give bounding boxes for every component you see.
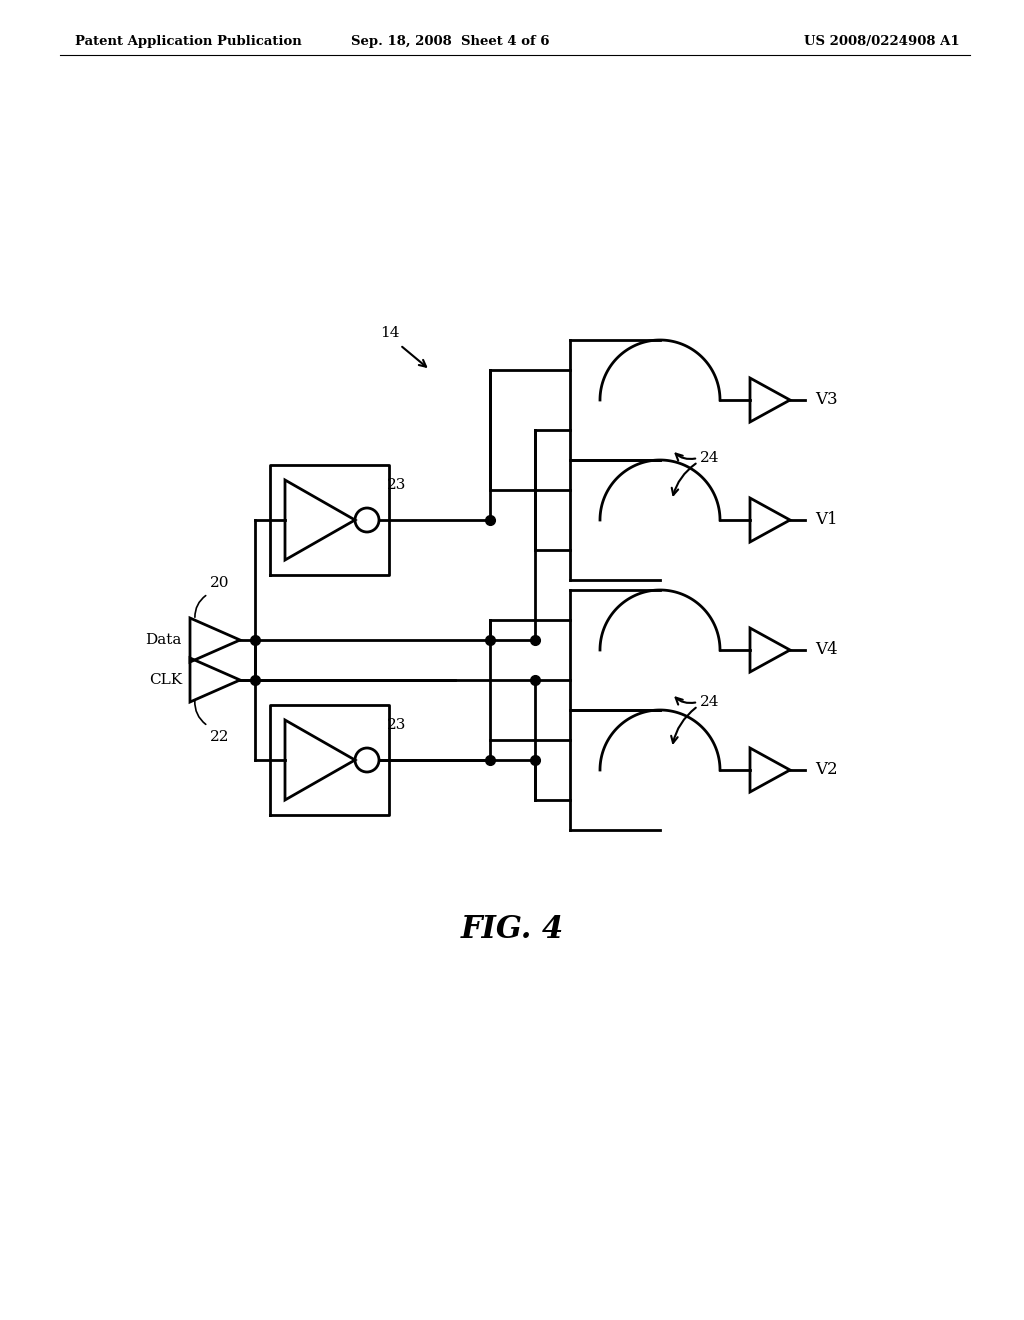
Text: US 2008/0224908 A1: US 2008/0224908 A1 [805, 36, 961, 49]
Text: V1: V1 [815, 511, 838, 528]
Text: 23: 23 [387, 718, 407, 733]
Text: Sep. 18, 2008  Sheet 4 of 6: Sep. 18, 2008 Sheet 4 of 6 [351, 36, 549, 49]
Text: 23: 23 [387, 478, 407, 492]
Text: V2: V2 [815, 762, 838, 779]
Text: 24: 24 [700, 696, 720, 709]
Text: CLK: CLK [148, 673, 182, 686]
Text: 22: 22 [210, 730, 229, 744]
Text: 20: 20 [210, 576, 229, 590]
Text: Patent Application Publication: Patent Application Publication [75, 36, 302, 49]
Text: 14: 14 [380, 326, 399, 341]
Text: FIG. 4: FIG. 4 [461, 915, 563, 945]
Text: V3: V3 [815, 392, 838, 408]
Text: 24: 24 [700, 451, 720, 465]
Text: V4: V4 [815, 642, 838, 659]
Text: Data: Data [145, 634, 182, 647]
